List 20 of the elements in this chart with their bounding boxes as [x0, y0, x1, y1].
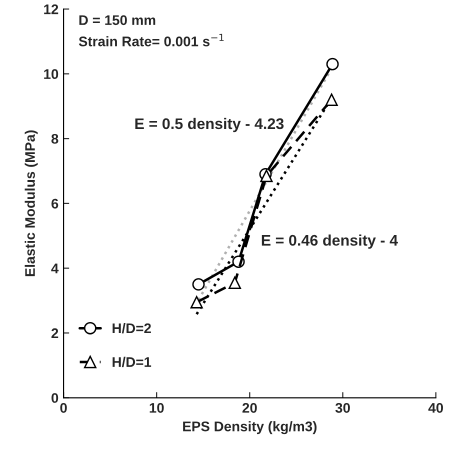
x-tick-label: 30 — [335, 402, 350, 413]
annotation: Strain Rate= 0.001 s$^{−1}$ — [78, 34, 224, 46]
y-tick-label: 4 — [51, 264, 59, 274]
y-axis-title: Elastic Modulus (MPa) — [24, 130, 38, 276]
x-axis-title: EPS Density (kg/m3) — [183, 421, 317, 434]
y-tick-label: 0 — [52, 393, 58, 403]
annotation: E = 0.46 density - 4 — [262, 234, 398, 249]
legend-label: H/D=1 — [112, 356, 152, 368]
x-tick-label: 10 — [150, 402, 164, 413]
annotation: D = 150 mm — [79, 15, 156, 26]
y-tick-label: 6 — [51, 198, 58, 209]
x-tick-label: 0 — [60, 402, 67, 413]
x-tick-label: 40 — [428, 402, 443, 413]
y-tick-label: 10 — [44, 69, 58, 79]
x-tick-label: 20 — [242, 402, 257, 413]
y-tick-label: 12 — [44, 4, 58, 14]
y-tick-label: 2 — [51, 328, 58, 338]
annotation: E = 0.5 density - 4.23 — [135, 118, 284, 132]
y-tick-label: 8 — [51, 134, 58, 144]
legend-label: H/D=2 — [112, 322, 151, 334]
